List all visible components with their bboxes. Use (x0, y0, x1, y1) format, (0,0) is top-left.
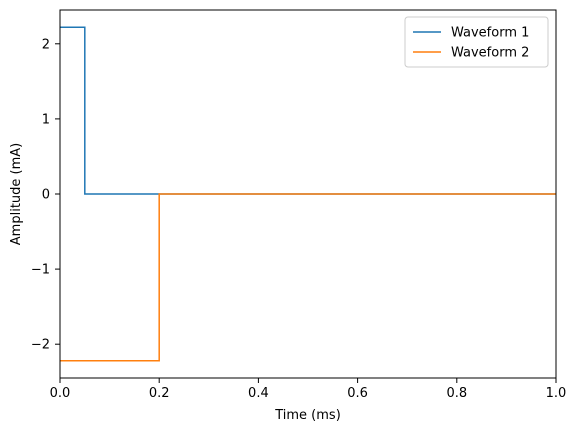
legend-box (404, 16, 549, 68)
y-tick-label: 0 (42, 188, 50, 203)
x-tick-label: 0.4 (248, 386, 269, 401)
x-tick-label: 0.2 (149, 386, 170, 401)
y-tick-label: −2 (31, 338, 50, 353)
legend-label-2: Waveform 2 (451, 46, 529, 61)
y-axis-label: Amplitude (mA) (9, 143, 24, 245)
y-tick-label: −1 (31, 263, 50, 278)
legend: Waveform 1 Waveform 2 (404, 16, 549, 68)
x-tick-label: 0.0 (50, 386, 71, 401)
x-tick-label: 0.6 (347, 386, 368, 401)
legend-label-1: Waveform 1 (451, 26, 529, 41)
x-tick-label: 0.8 (446, 386, 467, 401)
x-tick-label: 1.0 (546, 386, 567, 401)
y-tick-label: 1 (42, 112, 50, 127)
y-tick-label: 2 (42, 37, 50, 52)
x-axis-label: Time (ms) (274, 408, 341, 423)
x-axis-ticks: 0.0 0.2 0.4 0.6 0.8 1.0 (50, 378, 567, 401)
series-layer (60, 26, 556, 362)
series-line-2 (60, 193, 556, 362)
y-axis-ticks: −2 −1 0 1 2 (31, 37, 60, 353)
